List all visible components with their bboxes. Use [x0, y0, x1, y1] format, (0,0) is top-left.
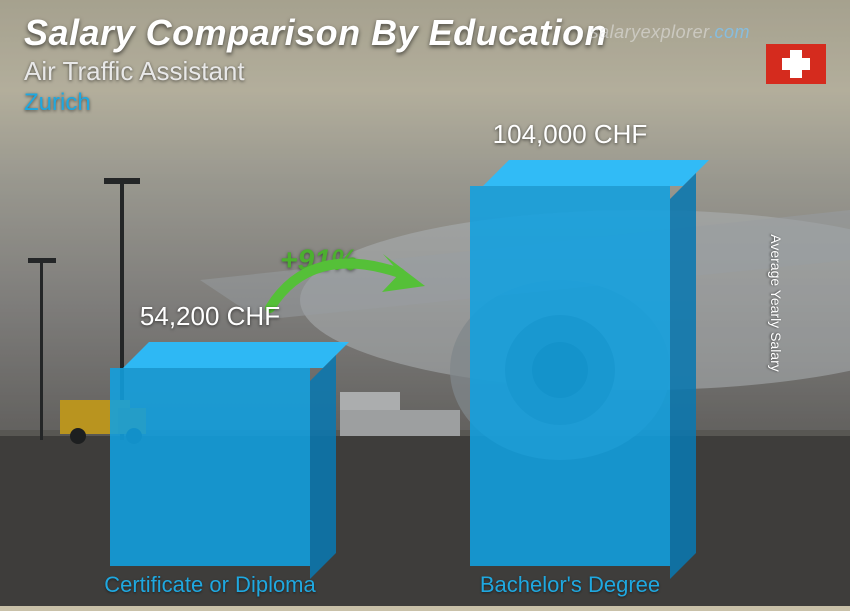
bar-side-face	[310, 355, 336, 579]
bar-front-face	[110, 368, 310, 566]
watermark-brand: salaryexplorer	[590, 22, 709, 42]
bar	[470, 186, 670, 566]
bar-top-face	[123, 342, 349, 368]
page-subtitle: Air Traffic Assistant	[24, 56, 826, 87]
watermark: salaryexplorer.com	[590, 22, 750, 43]
bar-top-face	[483, 160, 709, 186]
bar-front-face	[470, 186, 670, 566]
watermark-suffix: .com	[709, 22, 750, 42]
bar	[110, 368, 310, 566]
bar-side-face	[670, 173, 696, 579]
bar-category-label: Certificate or Diploma	[80, 572, 340, 598]
bar-value-label: 104,000 CHF	[440, 119, 700, 150]
bar-category-label: Bachelor's Degree	[440, 572, 700, 598]
bar-value-label: 54,200 CHF	[80, 301, 340, 332]
page-location: Zurich	[24, 89, 826, 117]
bar-chart: +91% Certificate or Diploma54,200 CHFBac…	[0, 160, 820, 606]
swiss-flag-icon	[766, 44, 826, 84]
